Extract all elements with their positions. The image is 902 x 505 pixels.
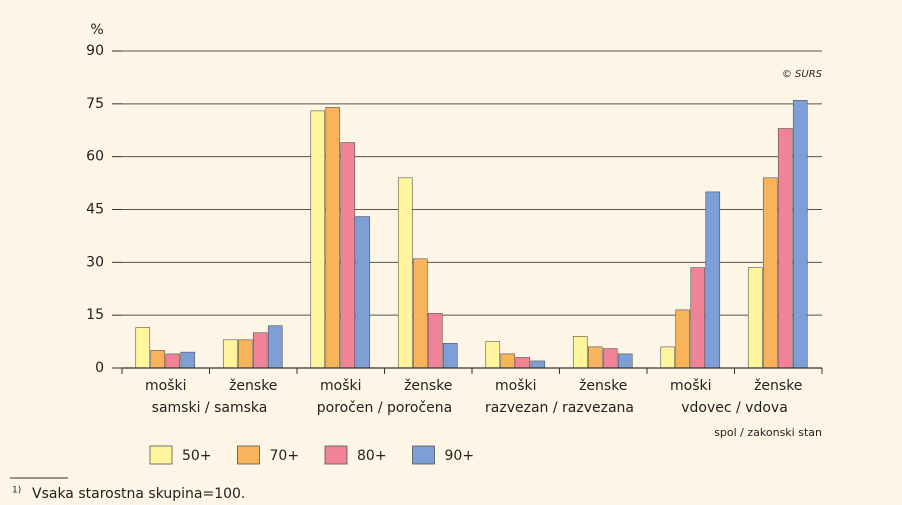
x-tick-label: moški bbox=[495, 378, 537, 394]
legend-swatch bbox=[412, 445, 435, 465]
y-tick-label: 15 bbox=[86, 307, 104, 323]
group-label: poročen / poročena bbox=[317, 400, 453, 416]
bar bbox=[237, 339, 253, 369]
group-label: vdovec / vdova bbox=[681, 400, 788, 416]
bar bbox=[485, 341, 501, 369]
bar bbox=[135, 327, 151, 369]
legend-swatch bbox=[324, 445, 348, 465]
bar bbox=[660, 346, 676, 369]
bar bbox=[397, 177, 413, 369]
bar bbox=[587, 346, 603, 369]
x-tick-label: ženske bbox=[404, 378, 452, 394]
bar bbox=[747, 267, 763, 369]
bar bbox=[500, 353, 516, 369]
bar bbox=[530, 360, 546, 369]
bar bbox=[792, 100, 808, 369]
bar bbox=[165, 353, 181, 369]
bar bbox=[515, 357, 531, 369]
bar bbox=[675, 309, 691, 369]
legend-label: 90+ bbox=[445, 448, 475, 464]
x-tick-label: ženske bbox=[579, 378, 627, 394]
bar bbox=[442, 343, 458, 369]
bar bbox=[412, 258, 428, 369]
x-tick-label: moški bbox=[320, 378, 362, 394]
bar bbox=[762, 177, 778, 369]
bar bbox=[325, 107, 341, 369]
legend-swatch bbox=[149, 445, 173, 465]
x-tick-label: moški bbox=[145, 378, 187, 394]
y-tick-label: 0 bbox=[95, 360, 104, 376]
footnote-marker: 1) bbox=[12, 486, 21, 496]
group-label: razvezan / razvezana bbox=[485, 400, 634, 416]
bar bbox=[690, 267, 706, 369]
y-tick-label: 45 bbox=[86, 202, 104, 218]
bar bbox=[340, 142, 356, 369]
bar bbox=[617, 353, 633, 369]
x-tick-label: ženske bbox=[754, 378, 802, 394]
legend-label: 70+ bbox=[270, 448, 300, 464]
bar bbox=[355, 216, 371, 369]
bar bbox=[572, 335, 588, 369]
x-axis-label: spol / zakonski stan bbox=[714, 426, 822, 439]
bar bbox=[222, 339, 238, 369]
y-tick-label: 90 bbox=[86, 43, 104, 59]
bar bbox=[777, 128, 793, 369]
legend-swatch bbox=[237, 445, 260, 465]
bar bbox=[310, 110, 326, 369]
legend-label: 80+ bbox=[357, 448, 387, 464]
y-tick-label: 30 bbox=[86, 254, 104, 270]
legend-label: 50+ bbox=[182, 448, 212, 464]
y-tick-label: 60 bbox=[86, 149, 104, 165]
group-label: samski / samska bbox=[152, 400, 268, 416]
footnote-text: Vsaka starostna skupina=100. bbox=[32, 486, 245, 502]
bar bbox=[252, 332, 268, 369]
x-tick-label: moški bbox=[670, 378, 712, 394]
bar bbox=[705, 191, 721, 369]
bar bbox=[602, 348, 618, 369]
bar bbox=[180, 351, 196, 369]
bar bbox=[150, 350, 166, 369]
bar bbox=[427, 313, 443, 369]
annotation: © SURS bbox=[782, 69, 823, 80]
y-tick-label: 75 bbox=[86, 96, 104, 112]
bar bbox=[267, 325, 283, 369]
x-tick-label: ženske bbox=[229, 378, 277, 394]
y-axis-label: % bbox=[90, 22, 103, 38]
